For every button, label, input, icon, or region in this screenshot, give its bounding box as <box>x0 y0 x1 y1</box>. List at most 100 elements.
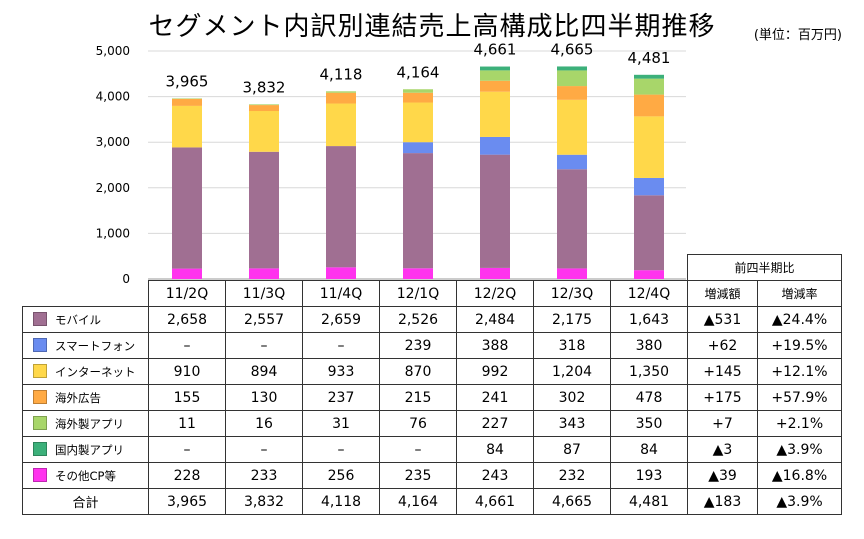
legend-swatch <box>33 389 47 404</box>
bar-segment <box>480 70 510 81</box>
column-header: 増減額 <box>687 280 758 307</box>
table-cell: 3,832 <box>225 488 303 515</box>
bar-segment <box>249 104 279 106</box>
table-cell: 2,659 <box>302 306 380 333</box>
table-cell: +57.9% <box>757 384 842 411</box>
table-cell: 894 <box>225 358 303 385</box>
row-label-text: モバイル <box>55 312 101 327</box>
table-cell: 992 <box>456 358 534 385</box>
table-cell: 193 <box>610 462 688 489</box>
table-cell: 11 <box>148 410 226 437</box>
data-table: 前四半期比 11/2Q 11/3Q 11/4Q 12/1Q 12/2Q 12/3Q 12/4Q… <box>22 254 842 515</box>
legend-swatch <box>33 337 47 352</box>
table-cell: – <box>379 436 457 463</box>
table-cell: 227 <box>456 410 534 437</box>
table-cell: 237 <box>302 384 380 411</box>
bar-segment <box>403 153 433 269</box>
bar-segment <box>172 147 202 269</box>
bar-total-label: 3,832 <box>243 78 286 96</box>
bar-segment <box>249 105 279 112</box>
table-cell: 1,204 <box>533 358 611 385</box>
table-row: 国内製アプリ – – – –84 87 84 ▲3 ▲3.9% <box>22 436 842 463</box>
bar-segment <box>403 89 433 93</box>
table-cell: +12.1% <box>757 358 842 385</box>
bar-segment <box>634 195 664 271</box>
table-cell: 130 <box>225 384 303 411</box>
table-cell: 2,484 <box>456 306 534 333</box>
row-label-text: 国内製アプリ <box>55 442 124 457</box>
table-cell: 318 <box>533 332 611 359</box>
bar-segment <box>172 268 202 279</box>
table-row: その他CP等 228 233 256 235 243 232 193 ▲39 ▲16.8% <box>22 462 842 489</box>
row-label: その他CP等 <box>22 462 149 489</box>
table-cell: 243 <box>456 462 534 489</box>
table-cell: 31 <box>302 410 380 437</box>
row-label: 国内製アプリ <box>22 436 149 463</box>
row-label-text: 合計 <box>72 496 99 511</box>
table-cell: ▲531 <box>687 306 758 333</box>
bar-total-label: 4,164 <box>397 63 440 81</box>
table-cell: 1,350 <box>610 358 688 385</box>
bar-segment <box>403 102 433 143</box>
row-label-text: その他CP等 <box>55 468 116 483</box>
table-cell: 3,965 <box>148 488 226 515</box>
table-cell: 233 <box>225 462 303 489</box>
table-cell: 380 <box>610 332 688 359</box>
row-label: インターネット <box>22 358 149 385</box>
bar-segment <box>557 99 587 155</box>
table-cell: 228 <box>148 462 226 489</box>
bar-total-label: 4,661 <box>474 41 517 59</box>
table-cell: ▲3.9% <box>757 488 842 515</box>
table-row: 合計 3,965 3,832 4,118 4,164 4,661 4,665 4,481 ▲18… <box>22 488 842 515</box>
table-cell: ▲183 <box>687 488 758 515</box>
table-cell: 350 <box>610 410 688 437</box>
x-tick-label: 12/3Q <box>533 280 611 307</box>
table-cell: 388 <box>456 332 534 359</box>
table-cell: 4,164 <box>379 488 457 515</box>
table-row: モバイル 2,658 2,557 2,659 2,526 2,484 2,175 1,643 ▲… <box>22 306 842 333</box>
legend-swatch <box>33 467 47 482</box>
bar-segment <box>634 177 664 196</box>
table-cell: 910 <box>148 358 226 385</box>
table-cell: 4,661 <box>456 488 534 515</box>
x-tick-label: 12/2Q <box>456 280 534 307</box>
table-row: スマートフォン – – –239 388 318 380 +62 +19.5% <box>22 332 842 359</box>
bar-segment <box>249 151 279 269</box>
table-cell: +19.5% <box>757 332 842 359</box>
table-cell: ▲16.8% <box>757 462 842 489</box>
bar-segment <box>480 91 510 137</box>
y-tick-label: 4,000 <box>96 90 130 104</box>
table-cell: 4,481 <box>610 488 688 515</box>
legend-swatch <box>33 441 47 456</box>
comparison-header: 前四半期比 <box>687 254 842 281</box>
bar-segment <box>557 66 587 71</box>
table-cell: 2,658 <box>148 306 226 333</box>
bar-segment <box>480 66 510 71</box>
table-cell: 84 <box>610 436 688 463</box>
table-cell: 76 <box>379 410 457 437</box>
bar-segment <box>172 98 202 99</box>
table-cell: – <box>302 436 380 463</box>
table-cell: 343 <box>533 410 611 437</box>
row-label-text: インターネット <box>55 364 136 379</box>
stacked-bar-chart: 0 1,000 2,000 3,000 4,000 5,000 3,965 3,832 4,11… <box>96 40 686 286</box>
table-cell: ▲39 <box>687 462 758 489</box>
legend-swatch <box>33 311 47 326</box>
y-tick-label: 2,000 <box>96 181 130 195</box>
row-label-text: 海外広告 <box>55 390 101 405</box>
table-cell: 87 <box>533 436 611 463</box>
table-cell: 2,557 <box>225 306 303 333</box>
x-tick-label: 11/4Q <box>302 280 380 307</box>
table-cell: 84 <box>456 436 534 463</box>
legend-swatch <box>33 415 47 430</box>
row-label-text: 海外製アプリ <box>55 416 124 431</box>
row-label: モバイル <box>22 306 149 333</box>
table-cell: 2,526 <box>379 306 457 333</box>
table-cell: 215 <box>379 384 457 411</box>
bar-segment <box>326 267 356 279</box>
table-cell: 235 <box>379 462 457 489</box>
x-tick-label: 11/3Q <box>225 280 303 307</box>
table-cell: 241 <box>456 384 534 411</box>
x-tick-label: 12/1Q <box>379 280 457 307</box>
table-row: インターネット 910 894 933 870 992 1,204 1,350 +145 +12.… <box>22 358 842 385</box>
